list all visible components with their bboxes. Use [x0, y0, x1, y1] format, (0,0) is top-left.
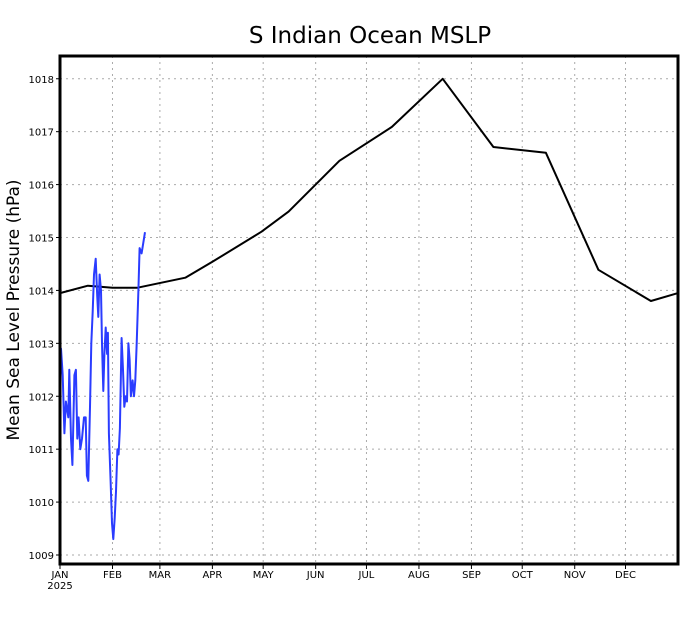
x-tick-label: JUN [306, 570, 325, 581]
y-tick-label: 1009 [29, 551, 54, 562]
y-tick-label: 1018 [29, 75, 54, 86]
y-tick-label: 1017 [29, 128, 54, 139]
y-tick-label: 1014 [29, 286, 54, 297]
x-tick-label: APR [202, 570, 222, 581]
plot-frame [58, 54, 680, 566]
series-line-2025 [59, 232, 146, 541]
series-layer [59, 77, 679, 541]
x-tick-label: JAN [50, 570, 68, 581]
y-tick-label: 1015 [29, 234, 54, 245]
x-tick-label: OCT [512, 570, 534, 581]
x-tick-label: MAR [149, 570, 171, 581]
grid [60, 56, 678, 564]
x-tick-label: JUL [358, 570, 375, 581]
y-tick-label: 1010 [29, 498, 54, 509]
chart-title: S Indian Ocean MSLP [249, 23, 491, 49]
y-axis-label: Mean Sea Level Pressure (hPa) [4, 179, 24, 440]
x-tick-label: NOV [564, 570, 586, 581]
x-tick-sublabel: 2025 [47, 581, 72, 592]
y-tick-label: 1013 [29, 339, 54, 350]
x-tick-label: DEC [615, 570, 636, 581]
x-tick-label: FEB [103, 570, 122, 581]
x-tick-label: AUG [408, 570, 430, 581]
x-tick-label: MAY [253, 570, 275, 581]
series-line-climatology [59, 77, 679, 302]
y-tick-label: 1016 [29, 181, 54, 192]
y-tick-label: 1012 [29, 392, 54, 403]
y-tick-label: 1011 [29, 445, 54, 456]
x-tick-label: SEP [462, 570, 481, 581]
ticks: 1009 1010 1011 1012 1013 1014 1015 1016 1017 1018… [29, 75, 636, 592]
